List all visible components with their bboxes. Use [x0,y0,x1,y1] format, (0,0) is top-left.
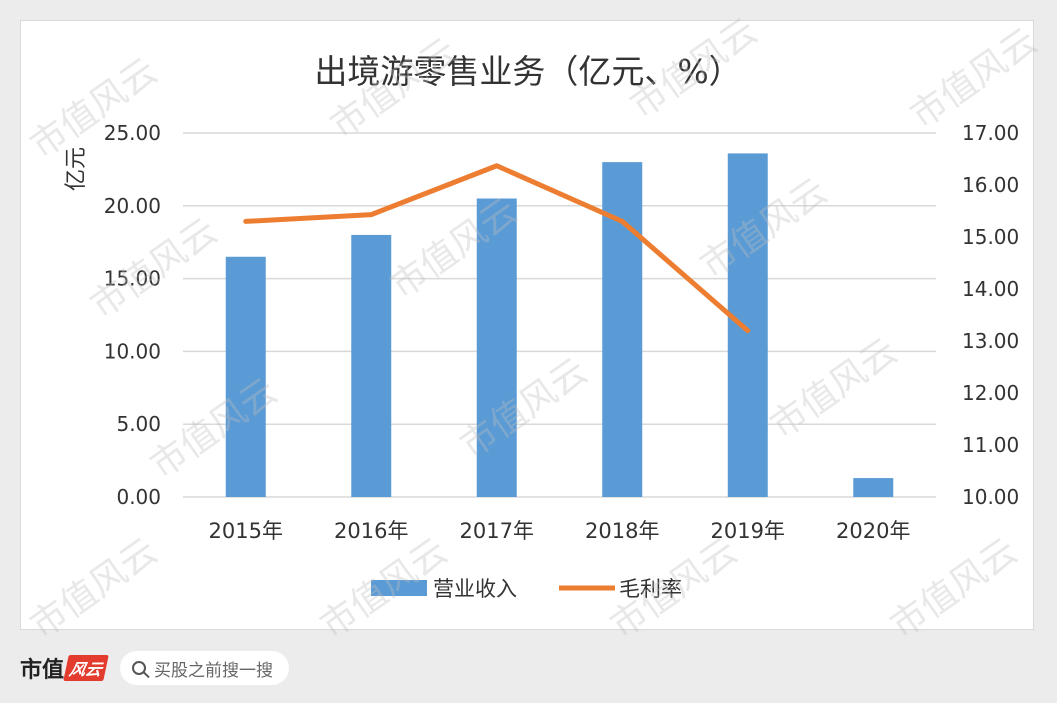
y2-tick-label: 15.00 [962,225,1019,249]
legend-swatch-revenue [371,580,427,596]
x-tick-label: 2015年 [209,519,283,543]
search-box[interactable]: 买股之前搜一搜 [120,651,290,685]
x-tick-label: 2017年 [460,519,534,543]
legend: 营业收入 毛利率 [371,577,682,601]
y2-tick-label: 17.00 [962,121,1019,145]
y-axis-label: 亿元 [64,147,89,191]
y2-tick-label: 13.00 [962,329,1019,353]
y-tick-label: 20.00 [104,194,161,218]
y-tick-label: 0.00 [116,485,161,509]
y2-axis-ticks: 10.00 11.00 12.00 13.00 14.00 15.00 16.00 17.00 [962,121,1019,509]
line-series [243,163,751,334]
footer: 市值 风云 买股之前搜一搜 [20,648,290,688]
search-icon [132,661,147,675]
x-tick-label: 2016年 [334,519,408,543]
y-axis-ticks: 0.00 5.00 10.00 15.00 20.00 25.00 [104,121,161,509]
y2-tick-label: 10.00 [962,485,1019,509]
bar [602,162,643,497]
bar-series [225,153,894,498]
legend-label-margin: 毛利率 [619,577,682,601]
y-tick-label: 5.00 [116,412,161,436]
chart-frame: 出境游零售业务（亿元、%） 亿元 0.00 5.00 10.00 15.00 20.00… [20,20,1034,630]
y-tick-label: 10.00 [104,339,161,363]
x-tick-label: 2020年 [836,519,910,543]
y2-tick-label: 14.00 [962,277,1019,301]
x-tick-label: 2018年 [585,519,659,543]
bar [727,153,768,497]
y2-tick-label: 11.00 [962,433,1019,457]
bar [853,478,894,497]
x-tick-label: 2019年 [711,519,785,543]
gridlines [183,132,936,498]
bar [476,198,517,497]
y2-tick-label: 12.00 [962,381,1019,405]
y-tick-label: 15.00 [104,267,161,291]
brand-text: 市值 [20,657,65,683]
legend-label-revenue: 营业收入 [433,577,517,601]
y-tick-label: 25.00 [104,121,161,145]
combo-chart: 出境游零售业务（亿元、%） 亿元 0.00 5.00 10.00 15.00 20.00… [64,52,1019,601]
chart-title: 出境游零售业务（亿元、%） [314,52,741,91]
bar [351,234,392,498]
search-placeholder: 买股之前搜一搜 [154,660,274,681]
bar [225,256,266,497]
y2-tick-label: 16.00 [962,173,1019,197]
brand-logo: 市值 风云 [20,652,109,684]
brand-mark: 风云 [63,655,109,681]
x-axis-ticks: 2015年 2016年 2017年 2018年 2019年 2020年 [209,519,911,543]
